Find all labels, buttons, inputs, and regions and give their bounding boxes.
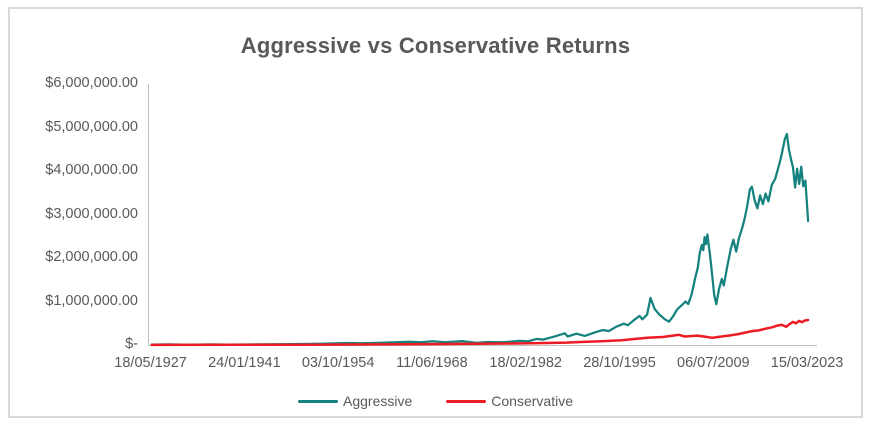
y-axis-tick-label: $- (125, 336, 138, 352)
y-axis-tick-label: $2,000,000.00 (45, 249, 138, 265)
chart-title: Aggressive vs Conservative Returns (240, 33, 631, 58)
y-axis-tick-label: $1,000,000.00 (45, 292, 138, 309)
plot-area[interactable] (148, 84, 817, 347)
y-axis-tick-label: $4,000,000.00 (45, 162, 138, 178)
x-axis-tick-label: 18/02/1982 (489, 355, 562, 371)
aggressive-series-line[interactable] (150, 132, 810, 346)
aggressive-line-swatch-icon (298, 399, 339, 403)
conservative-line-swatch-icon (446, 399, 487, 403)
y-axis-tick-label: $6,000,000.00 (45, 75, 138, 91)
x-axis-tick-label: 24/01/1941 (208, 355, 281, 371)
x-axis-tick-label: 06/07/2009 (677, 355, 750, 371)
x-axis-tick-label: 28/10/1995 (583, 355, 656, 371)
x-axis-tick-label: 11/06/1968 (396, 355, 468, 371)
x-axis-tick-label: 18/05/1927 (114, 355, 187, 371)
legend: Aggressive Conservative (10, 393, 861, 409)
chart-frame[interactable]: Aggressive vs Conservative Returns $6,00… (8, 7, 863, 418)
x-axis-tick-label: 03/10/1954 (301, 355, 375, 371)
legend-item-conservative[interactable]: Conservative (446, 393, 573, 409)
legend-item-aggressive[interactable]: Aggressive (298, 393, 412, 409)
y-axis-tick-label: $5,000,000.00 (45, 118, 138, 135)
series-plot (150, 132, 810, 347)
conservative-series-line[interactable] (150, 318, 810, 347)
legend-label-conservative: Conservative (491, 393, 573, 409)
y-axis-tick-label: $3,000,000.00 (45, 205, 138, 222)
x-axis-tick-label: 15/03/2023 (770, 355, 844, 371)
legend-label-aggressive: Aggressive (343, 393, 413, 409)
